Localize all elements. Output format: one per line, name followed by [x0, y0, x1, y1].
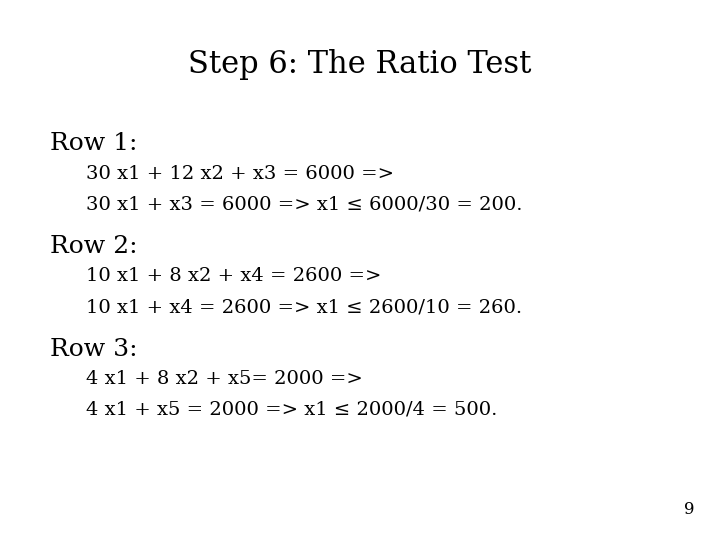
- Text: Row 3:: Row 3:: [50, 338, 138, 361]
- Text: 30 x1 + x3 = 6000 => x1 ≤ 6000/30 = 200.: 30 x1 + x3 = 6000 => x1 ≤ 6000/30 = 200.: [86, 195, 523, 213]
- Text: 30 x1 + 12 x2 + x3 = 6000 =>: 30 x1 + 12 x2 + x3 = 6000 =>: [86, 165, 395, 183]
- Text: Row 2:: Row 2:: [50, 235, 138, 258]
- Text: 4 x1 + 8 x2 + x5= 2000 =>: 4 x1 + 8 x2 + x5= 2000 =>: [86, 370, 363, 388]
- Text: 10 x1 + 8 x2 + x4 = 2600 =>: 10 x1 + 8 x2 + x4 = 2600 =>: [86, 267, 382, 285]
- Text: 10 x1 + x4 = 2600 => x1 ≤ 2600/10 = 260.: 10 x1 + x4 = 2600 => x1 ≤ 2600/10 = 260.: [86, 298, 523, 316]
- Text: 4 x1 + x5 = 2000 => x1 ≤ 2000/4 = 500.: 4 x1 + x5 = 2000 => x1 ≤ 2000/4 = 500.: [86, 401, 498, 418]
- Text: 9: 9: [684, 502, 695, 518]
- Text: Row 1:: Row 1:: [50, 132, 138, 156]
- Text: Step 6: The Ratio Test: Step 6: The Ratio Test: [189, 49, 531, 79]
